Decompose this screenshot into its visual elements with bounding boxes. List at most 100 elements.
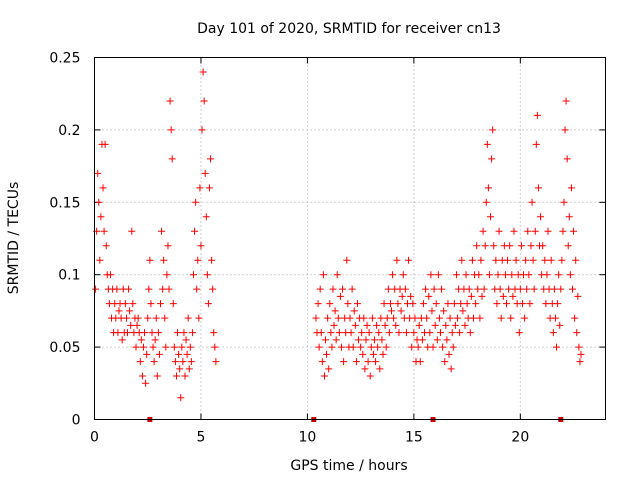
data-point [142,379,150,387]
data-point [434,271,442,279]
data-point [168,155,176,163]
data-point [357,343,365,351]
data-point [150,358,158,366]
data-point [566,271,574,279]
data-point [574,292,582,300]
data-point [386,300,394,308]
data-point [484,184,492,192]
data-point [478,292,486,300]
data-point [145,285,153,293]
data-point [194,256,202,264]
data-point [330,321,338,329]
data-point [126,307,134,315]
data-point [390,314,398,322]
data-point [129,300,137,308]
data-point [469,314,477,322]
x-tick-label: 0 [90,430,99,446]
data-point [100,227,108,235]
data-point [333,271,341,279]
data-point [524,227,532,235]
data-point [508,271,516,279]
data-point [360,314,368,322]
data-point [444,300,452,308]
data-point [327,329,335,337]
x-tick-label: 10 [299,430,317,446]
data-point [178,343,186,351]
data-point [204,300,212,308]
data-point [180,329,188,337]
data-point [442,321,450,329]
data-point [560,198,568,206]
data-point [203,271,211,279]
data-point [525,271,533,279]
data-point [402,329,410,337]
data-point [454,314,462,322]
data-point [573,329,581,337]
data-point [461,321,469,329]
data-point [166,97,174,105]
data-point [537,213,545,221]
data-point [138,372,146,380]
data-point [340,358,348,366]
data-point [521,314,529,322]
data-point [324,314,332,322]
data-point [477,256,485,264]
data-point [92,285,100,293]
data-point [363,321,371,329]
data-point [393,256,401,264]
data-point [517,242,525,250]
data-point [452,271,460,279]
data-point [125,285,133,293]
data-point [192,198,200,206]
data-point [99,184,107,192]
data-point [376,365,384,373]
data-point [200,97,208,105]
data-point [158,227,166,235]
data-point [550,285,558,293]
data-point [146,256,154,264]
data-point [369,350,377,358]
data-point [496,285,504,293]
data-point [375,329,383,337]
data-point [368,314,376,322]
data-point [489,126,497,134]
data-point [446,314,454,322]
data-point [561,126,569,134]
data-point [398,292,406,300]
data-point [554,300,562,308]
data-point [343,256,351,264]
data-point [366,372,374,380]
data-point [183,350,191,358]
data-point [565,213,573,221]
data-point [212,358,220,366]
data-point [114,329,122,337]
data-point [381,321,389,329]
data-point [449,343,457,351]
data-point [351,321,359,329]
data-point [199,68,207,76]
tick-labels: 0 5 10 15 20 0 0.05 0.1 0.15 0.2 0.25 [49,51,529,446]
data-point [416,358,424,366]
data-point [506,242,514,250]
x-tick-label: 20 [511,430,529,446]
data-point [328,343,336,351]
data-point [359,350,367,358]
data-point [121,300,129,308]
data-point [443,336,451,344]
data-point [523,285,531,293]
data-point [518,300,526,308]
data-point [553,343,561,351]
data-point [186,343,194,351]
data-point [439,343,447,351]
data-point [440,307,448,315]
data-point [335,329,343,337]
data-point [433,336,441,344]
data-point [320,372,328,380]
data-point [482,198,490,206]
data-point [124,329,132,337]
data-point [325,365,333,373]
data-point [409,300,417,308]
data-point [101,140,109,148]
